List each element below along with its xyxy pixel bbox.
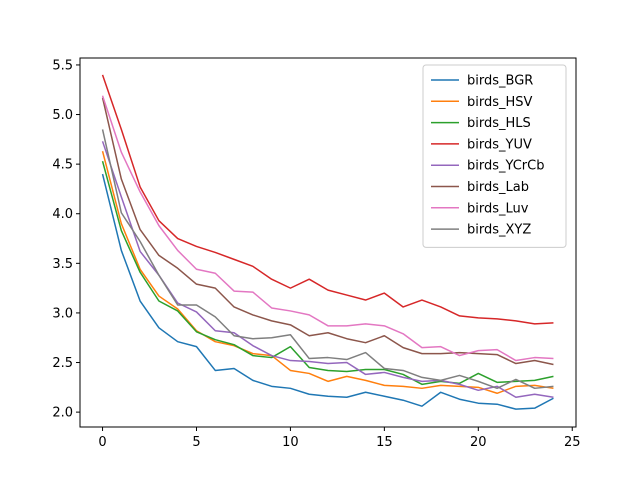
- legend-label: birds_HSV: [467, 95, 533, 110]
- series-line-birds_Lab: [101, 97, 554, 366]
- series-line-birds_BGR: [101, 173, 554, 410]
- x-tick-label: 10: [282, 435, 299, 450]
- legend-label: birds_YUV: [467, 137, 532, 152]
- y-tick-label: 5.5: [52, 58, 73, 73]
- y-tick-label: 3.0: [52, 306, 73, 321]
- y-tick-label: 2.5: [52, 356, 73, 371]
- legend: birds_BGR birds_HSV birds_HLS birds_YUVbird…: [422, 64, 567, 248]
- x-tick-label: 5: [192, 435, 200, 450]
- series-line-birds_XYZ: [101, 129, 554, 390]
- legend-label: birds_HLS: [467, 116, 531, 131]
- x-axis-ticks: 0 5 10 15 20 25: [98, 427, 581, 450]
- series-line-birds_Luv: [101, 95, 554, 362]
- y-tick-label: 5.0: [52, 108, 73, 123]
- series-line-birds_YCrCb: [101, 141, 554, 398]
- legend-label: birds_Luv: [467, 201, 529, 216]
- series-line-birds_HSV: [101, 151, 554, 395]
- legend-label: birds_XYZ: [467, 223, 531, 238]
- y-tick-label: 4.5: [52, 158, 73, 173]
- series-line-birds_YUV: [101, 74, 554, 325]
- plot-frame: [79, 57, 577, 428]
- axes: [79, 57, 577, 428]
- x-tick-label: 0: [98, 435, 106, 450]
- y-tick-label: 2.0: [52, 406, 73, 421]
- y-tick-label: 4.0: [52, 207, 73, 222]
- x-tick-label: 15: [376, 435, 393, 450]
- y-tick-label: 3.5: [52, 257, 73, 272]
- x-tick-label: 20: [470, 435, 487, 450]
- y-axis-ticks: 2.0 2.5 3.0 3.5 4.0 4.5 5.0 5.5: [52, 58, 80, 421]
- series-line-birds_HLS: [101, 160, 554, 386]
- legend-label: birds_YCrCb: [467, 159, 545, 174]
- legend-label: birds_Lab: [467, 180, 529, 195]
- legend-box: [422, 64, 567, 248]
- x-tick-label: 25: [564, 435, 581, 450]
- legend-label: birds_BGR: [467, 74, 533, 89]
- series-lines: [101, 74, 554, 410]
